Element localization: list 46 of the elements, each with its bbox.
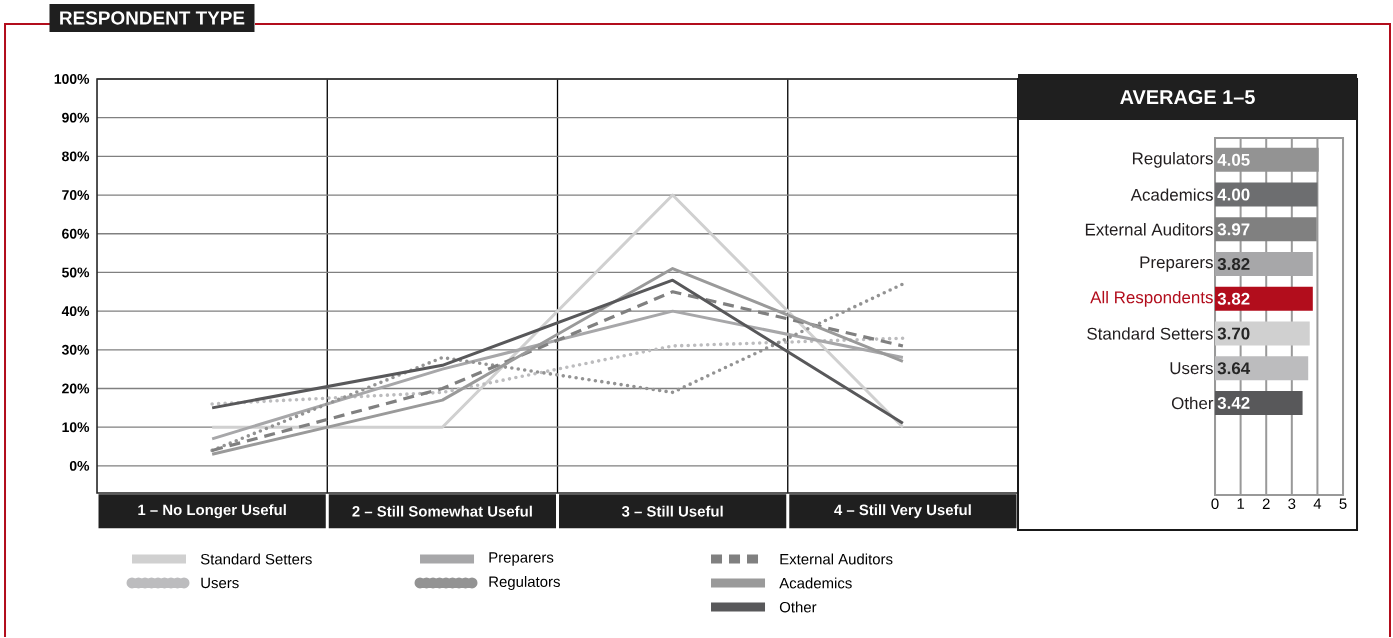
data-label: 3.64 (1217, 362, 1251, 375)
y-tick-label: Academics (1130, 188, 1213, 201)
legend-label: Other (779, 601, 817, 613)
x-tick-label: 0 (1211, 498, 1219, 510)
legend-label: Academics (779, 577, 852, 589)
y-tick-label: Other (1171, 396, 1214, 410)
x-tick-label: 3 – Still Useful (621, 505, 723, 517)
y-tick-label: 80% (62, 151, 90, 162)
x-tick-label: 4 (1313, 498, 1322, 509)
y-tick-label: 20% (62, 383, 90, 394)
legend-label: Users (201, 577, 239, 589)
legend-label: Regulators (489, 576, 560, 590)
y-tick-label: 40% (61, 306, 90, 317)
data-label: 3.82 (1217, 258, 1250, 271)
x-tick-label: 5 (1339, 498, 1347, 509)
y-tick-label: 50% (62, 267, 90, 278)
y-tick-label: 30% (61, 344, 90, 355)
y-tick-label: Preparers (1140, 256, 1213, 272)
y-tick-label: 90% (62, 112, 90, 123)
y-tick-label: All Respondents (1090, 290, 1213, 307)
x-tick-label: 1 – No Longer Useful (138, 504, 286, 519)
y-tick-label: External Auditors (1085, 223, 1213, 236)
x-tick-label: 4 – Still Very Useful (834, 504, 971, 519)
x-tick-label: 2 – Still Somewhat Useful (352, 505, 532, 517)
chart-title: AVERAGE 1–5 (1120, 89, 1255, 105)
y-tick-label: 10% (62, 422, 90, 433)
x-tick-label: 1 (1237, 498, 1245, 509)
y-tick-label: Regulators (1132, 151, 1213, 168)
chart-title: RESPONDENT TYPE (60, 11, 245, 25)
y-tick-label: Users (1170, 362, 1213, 375)
y-tick-label: 100% (54, 74, 90, 84)
y-tick-label: 60% (62, 228, 90, 239)
legend-label: Preparers (489, 552, 554, 566)
x-tick-label: 3 (1288, 498, 1296, 510)
y-tick-label: 0% (69, 460, 90, 471)
legend-label: Standard Setters (200, 553, 312, 565)
data-label: 3.42 (1217, 396, 1250, 409)
data-label: 3.82 (1217, 292, 1250, 305)
y-tick-label: 70% (62, 190, 90, 200)
data-label: 4.05 (1217, 153, 1250, 166)
legend-label: External Auditors (780, 553, 893, 565)
data-label: 4.00 (1217, 188, 1250, 201)
data-label: 3.97 (1217, 223, 1250, 236)
y-tick-label: Standard Setters (1087, 327, 1213, 340)
x-tick-label: 2 (1262, 498, 1270, 509)
data-label: 3.70 (1217, 327, 1250, 340)
